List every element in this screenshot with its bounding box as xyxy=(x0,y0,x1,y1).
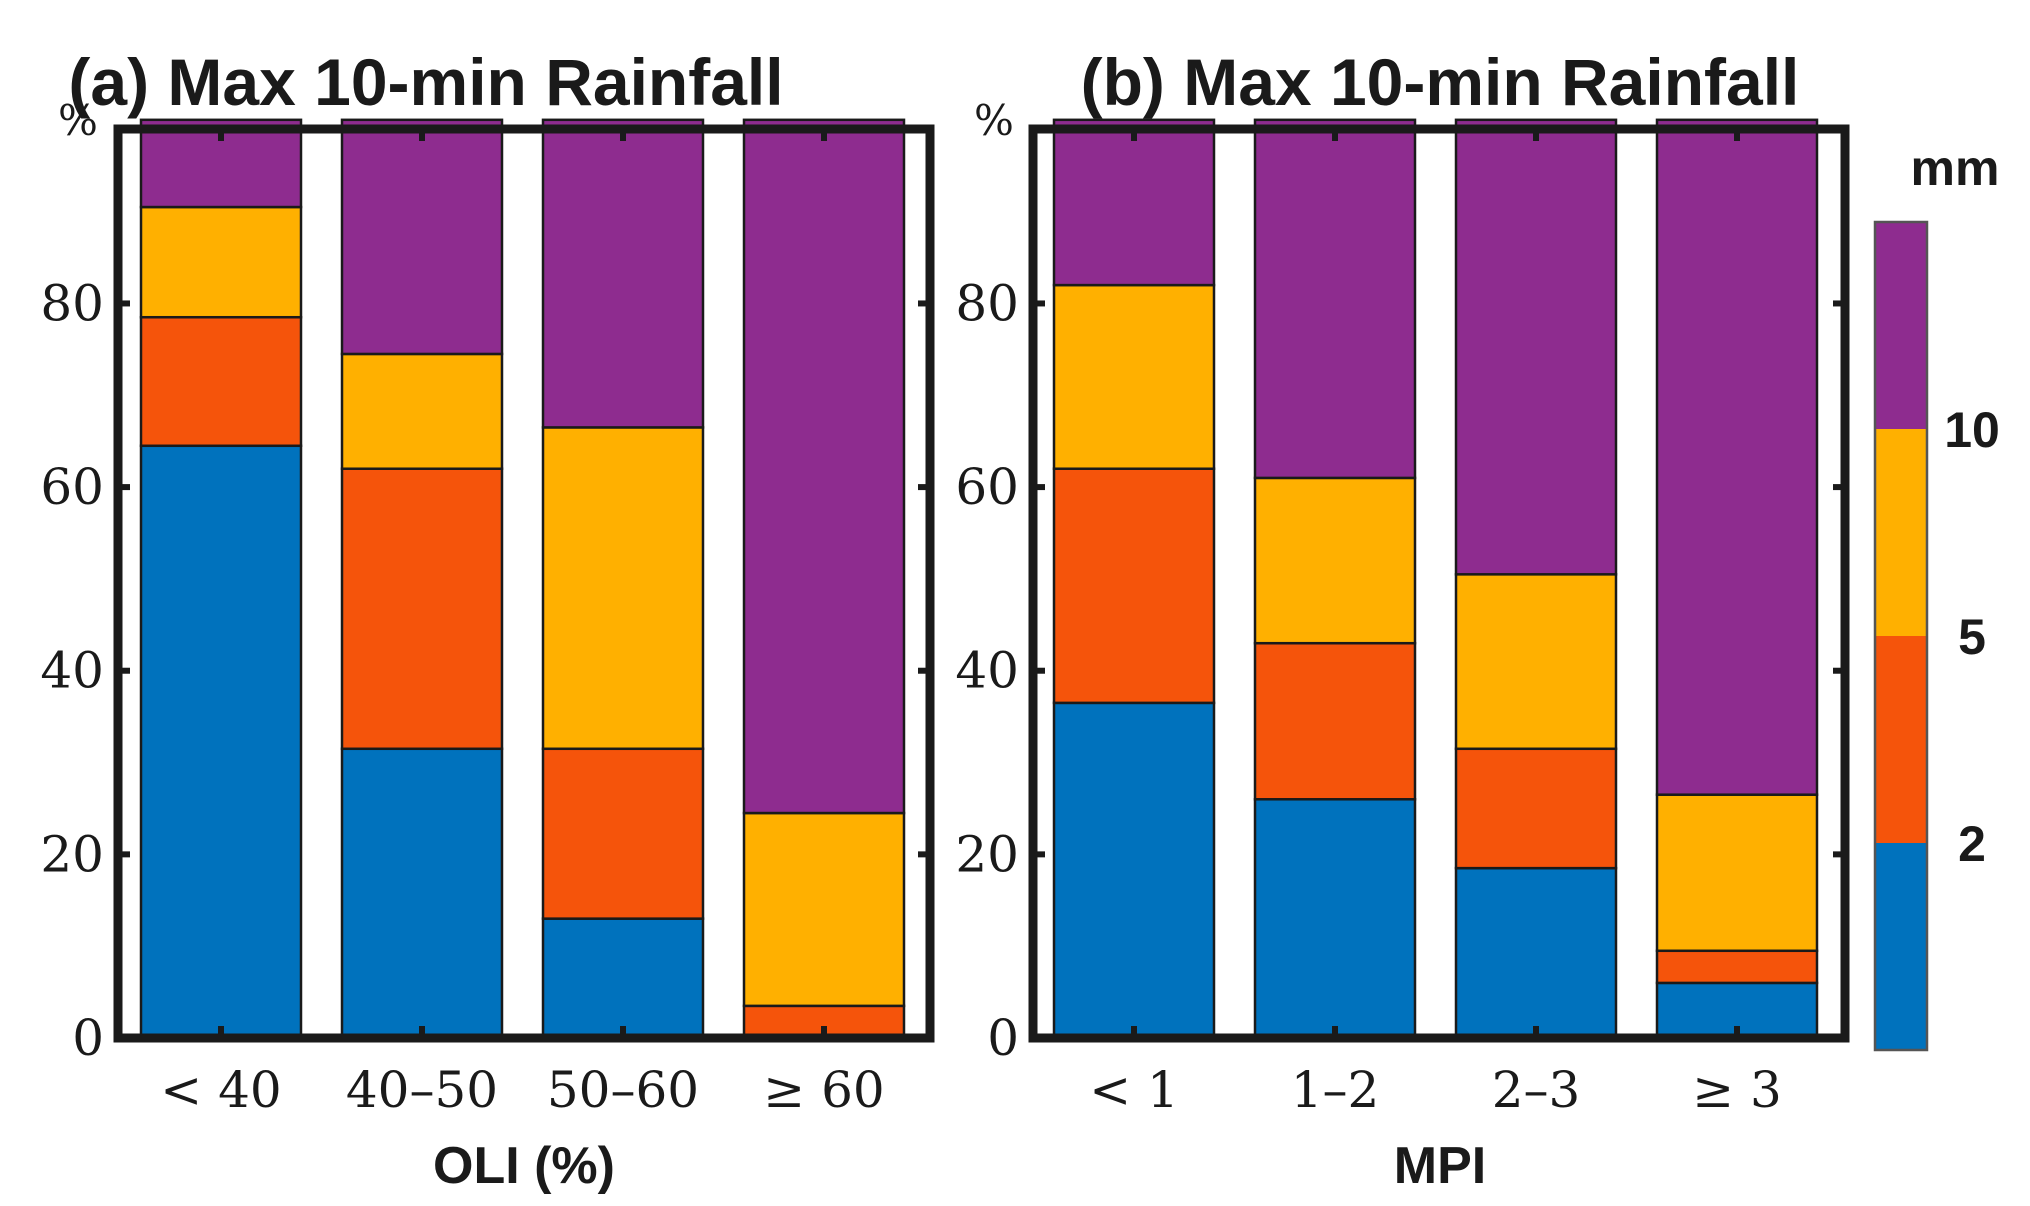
bar-a-4-gt10 xyxy=(742,118,906,815)
ytick-label-a-0: 0 xyxy=(72,1009,104,1067)
ytick-label-a-20: 20 xyxy=(40,825,104,883)
panel-a-title: (a) Max 10-min Rainfall xyxy=(68,45,783,119)
bar-a-3-5to10 xyxy=(541,426,705,751)
bar-b-3-2to5 xyxy=(1454,747,1618,870)
bar-b-3-lt2 xyxy=(1454,866,1618,1040)
bar-a-2-gt10 xyxy=(340,118,504,356)
bar-b-3-5to10 xyxy=(1454,573,1618,751)
panel-a-ylabel: % xyxy=(58,96,98,145)
ytick-label-a-80: 80 xyxy=(40,274,104,332)
axes-frame-b xyxy=(1028,124,1850,1043)
bar-b-1-lt2 xyxy=(1052,701,1216,1040)
bar-a-2-lt2 xyxy=(340,747,504,1040)
bar-b-1-2to5 xyxy=(1052,467,1216,705)
bar-b-2-5to10 xyxy=(1253,476,1417,645)
colorbar-segment-lt2 xyxy=(1875,843,1927,1050)
bar-b-4-2to5 xyxy=(1655,949,1819,985)
bar-b-1-5to10 xyxy=(1052,283,1216,470)
xtick-label-a-2: 40–50 xyxy=(346,1061,498,1119)
ytick-label-b-0: 0 xyxy=(987,1009,1019,1067)
bar-b-2-lt2 xyxy=(1253,798,1417,1040)
bar-b-1-gt10 xyxy=(1052,118,1216,287)
colorbar-segment-gt10 xyxy=(1875,222,1927,429)
bar-b-4-5to10 xyxy=(1655,793,1819,953)
ytick-label-b-20: 20 xyxy=(955,825,1019,883)
panel-b-xlabel: MPI xyxy=(1394,1137,1486,1195)
bar-b-2-2to5 xyxy=(1253,641,1417,801)
bar-a-4-5to10 xyxy=(742,811,906,1008)
ytick-label-a-40: 40 xyxy=(40,642,104,700)
xtick-label-b-4: ≥ 3 xyxy=(1692,1061,1782,1119)
bar-a-1-5to10 xyxy=(139,205,303,319)
bar-b-2-gt10 xyxy=(1253,118,1417,480)
xtick-label-a-1: < 40 xyxy=(160,1061,281,1119)
bar-a-1-lt2 xyxy=(139,444,303,1040)
colorbar-segment-5to10 xyxy=(1875,429,1927,636)
panel-a-xlabel: OLI (%) xyxy=(433,1137,615,1195)
bar-a-2-2to5 xyxy=(340,467,504,751)
colorbar-segment-2to5 xyxy=(1875,636,1927,843)
ytick-label-b-60: 60 xyxy=(955,458,1019,516)
panel-b: (b) Max 10-min Rainfall % MPI < 1 1–2 2–3 ≥… xyxy=(955,45,1850,1195)
panel-b-ylabel: % xyxy=(974,96,1014,145)
colorbar-frame xyxy=(1873,220,1929,1052)
bar-b-4-gt10 xyxy=(1655,118,1819,796)
colorbar-tick-label-5: 5 xyxy=(1958,609,1986,665)
ytick-label-b-40: 40 xyxy=(955,642,1019,700)
panel-a: (a) Max 10-min Rainfall % OLI (%) < 40 40… xyxy=(40,45,935,1195)
bar-a-3-gt10 xyxy=(541,118,705,429)
bar-a-2-5to10 xyxy=(340,352,504,470)
colorbar: mm 2 5 10 xyxy=(1873,140,2000,1052)
xtick-label-b-3: 2–3 xyxy=(1492,1061,1581,1119)
xtick-label-b-2: 1–2 xyxy=(1291,1061,1380,1119)
bar-a-3-lt2 xyxy=(541,917,705,1040)
xtick-label-a-3: 50–60 xyxy=(547,1061,699,1119)
bar-a-1-2to5 xyxy=(139,315,303,448)
bar-a-3-2to5 xyxy=(541,747,705,920)
ytick-label-b-80: 80 xyxy=(955,274,1019,332)
colorbar-tick-label-10: 10 xyxy=(1944,402,2000,458)
xtick-label-b-1: < 1 xyxy=(1089,1061,1179,1119)
ytick-label-a-60: 60 xyxy=(40,458,104,516)
panel-b-title: (b) Max 10-min Rainfall xyxy=(1081,45,1800,119)
axes-frame-a xyxy=(113,124,935,1043)
colorbar-unit-label: mm xyxy=(1911,140,2000,196)
xtick-label-a-4: ≥ 60 xyxy=(763,1061,884,1119)
bar-b-3-gt10 xyxy=(1454,118,1618,576)
colorbar-tick-label-2: 2 xyxy=(1958,816,1986,872)
